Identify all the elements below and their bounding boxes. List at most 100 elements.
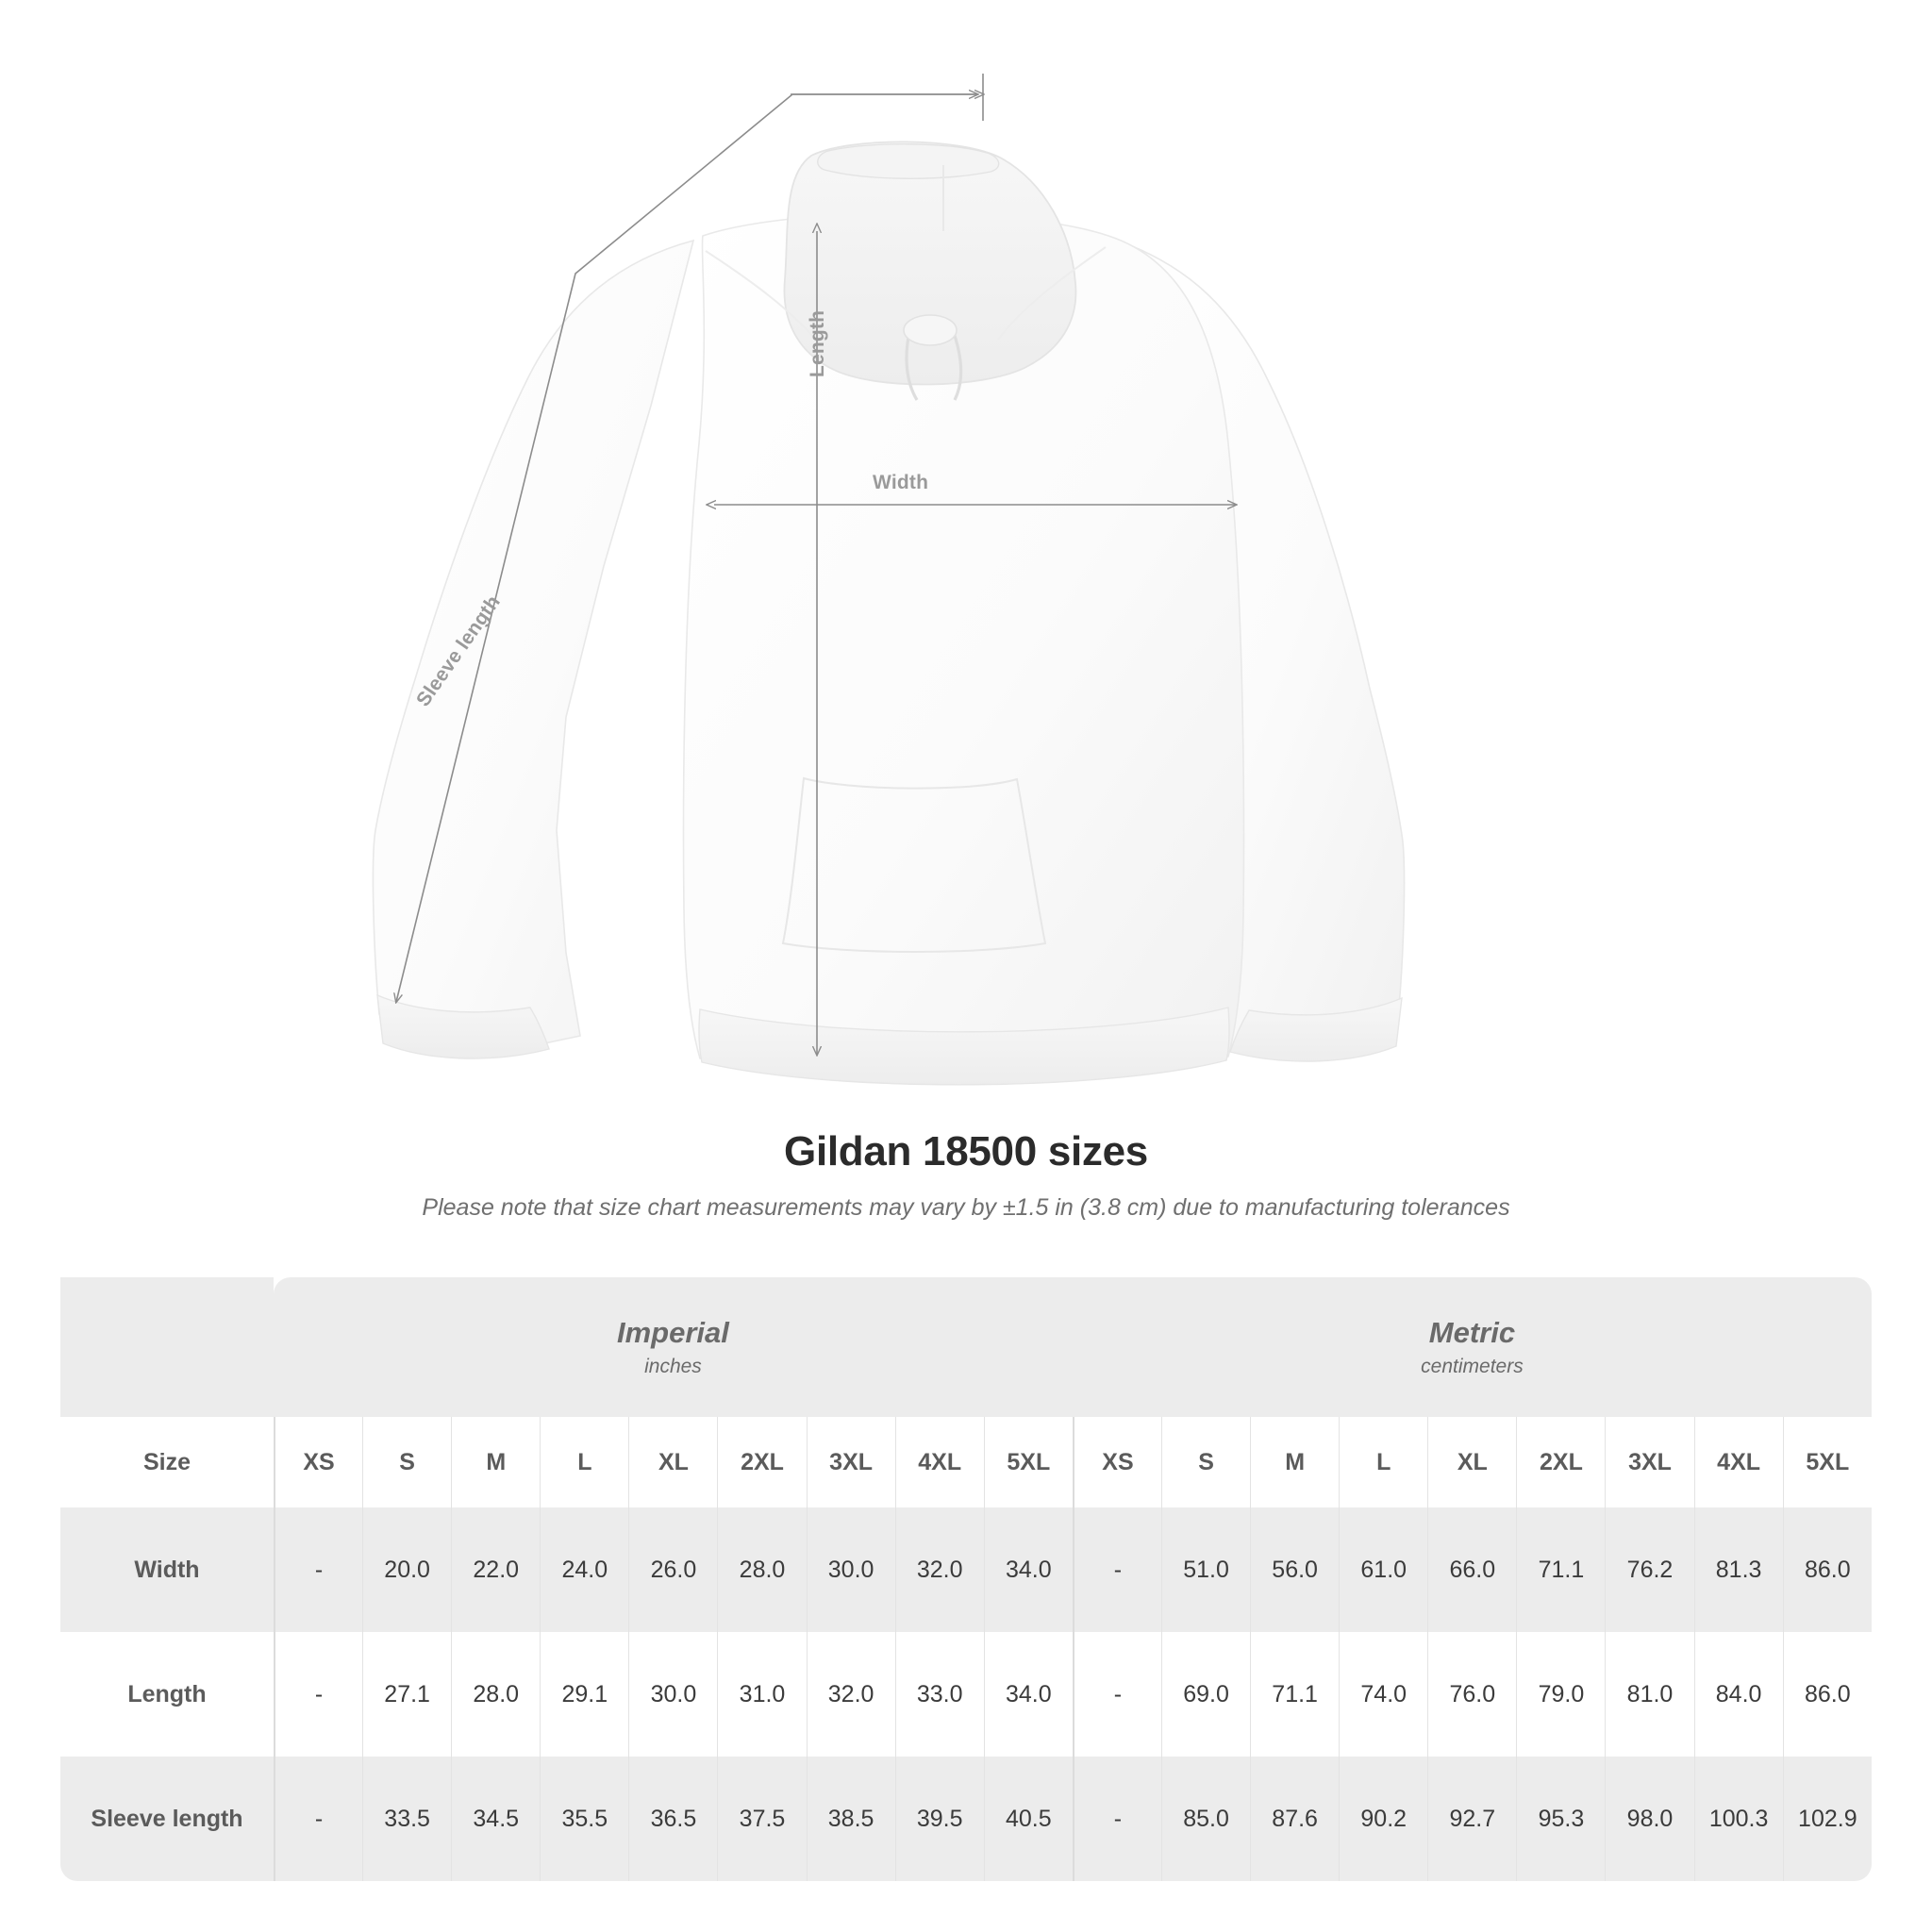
size-header-metric-l: L — [1339, 1417, 1428, 1507]
page-title: Gildan 18500 sizes — [784, 1128, 1148, 1174]
cell-length-metric-xs: - — [1072, 1632, 1161, 1757]
cell-sleeve-length-imperial-2xl: 37.5 — [717, 1757, 807, 1881]
size-table-container: Imperial inches Metric centimeters Size XS S M L… — [60, 1277, 1872, 1881]
unit-system-name: Metric — [1428, 1316, 1516, 1350]
row-label-sleeve-length: Sleeve length — [60, 1757, 274, 1881]
unit-system-subtitle: centimeters — [1421, 1355, 1524, 1377]
cell-length-imperial-xs: - — [274, 1632, 363, 1757]
cell-width-imperial-m: 22.0 — [451, 1507, 541, 1632]
size-header-metric-m: M — [1250, 1417, 1340, 1507]
cell-width-imperial-s: 20.0 — [362, 1507, 452, 1632]
cell-sleeve-length-imperial-m: 34.5 — [451, 1757, 541, 1881]
size-header-imperial-5xl: 5XL — [983, 1417, 1073, 1507]
cell-width-imperial-5xl: 34.0 — [983, 1507, 1073, 1632]
cell-length-metric-5xl: 86.0 — [1782, 1632, 1872, 1757]
cell-length-metric-xl: 76.0 — [1427, 1632, 1517, 1757]
cell-width-metric-5xl: 86.0 — [1782, 1507, 1872, 1632]
table-row: Width -20.0 22.0 24.0 26.0 28.0 30.0 32.0 34.0-5… — [60, 1507, 1872, 1632]
table-row: Sleeve length -33.5 34.5 35.5 36.5 37.5 38.5 39… — [60, 1757, 1872, 1881]
cell-width-metric-m: 56.0 — [1250, 1507, 1340, 1632]
cell-length-imperial-xl: 30.0 — [628, 1632, 718, 1757]
cell-width-imperial-xs: - — [274, 1507, 363, 1632]
cell-sleeve-length-metric-s: 85.0 — [1161, 1757, 1251, 1881]
row-label-width: Width — [60, 1507, 274, 1632]
cell-width-metric-3xl: 76.2 — [1605, 1507, 1694, 1632]
width-label: Width — [873, 472, 929, 493]
cell-width-imperial-l: 24.0 — [540, 1507, 629, 1632]
cell-width-metric-xs: - — [1072, 1507, 1161, 1632]
cell-width-imperial-4xl: 32.0 — [894, 1507, 984, 1632]
cell-sleeve-length-imperial-xs: - — [274, 1757, 363, 1881]
table-row: Length -27.1 28.0 29.1 30.0 31.0 32.0 33.0 34.0-… — [60, 1632, 1872, 1757]
unit-system-row: Imperial inches Metric centimeters — [60, 1277, 1872, 1417]
measurement-lines — [396, 74, 1236, 1055]
size-header-imperial-l: L — [540, 1417, 629, 1507]
cell-sleeve-length-metric-l: 90.2 — [1339, 1757, 1428, 1881]
cell-length-imperial-5xl: 34.0 — [983, 1632, 1073, 1757]
cell-length-imperial-3xl: 32.0 — [806, 1632, 895, 1757]
cell-width-metric-2xl: 71.1 — [1516, 1507, 1606, 1632]
unit-system-subtitle: inches — [644, 1355, 702, 1377]
size-header-metric-4xl: 4XL — [1693, 1417, 1783, 1507]
title-block: Gildan 18500 sizes Please note that size… — [0, 1128, 1932, 1222]
hoodie-illustration — [372, 74, 1406, 1086]
cell-sleeve-length-metric-4xl: 100.3 — [1693, 1757, 1783, 1881]
size-header-imperial-3xl: 3XL — [806, 1417, 895, 1507]
size-header-imperial-m: M — [451, 1417, 541, 1507]
size-table: Imperial inches Metric centimeters Size XS S M L… — [60, 1277, 1872, 1881]
unit-system-imperial: Imperial inches — [274, 1277, 1073, 1417]
cell-length-metric-l: 74.0 — [1339, 1632, 1428, 1757]
size-header-metric-5xl: 5XL — [1782, 1417, 1872, 1507]
hoodie-body — [372, 141, 1406, 1086]
size-header-metric-s: S — [1161, 1417, 1251, 1507]
tolerance-note: Please note that size chart measurements… — [422, 1194, 1510, 1221]
cell-width-metric-xl: 66.0 — [1427, 1507, 1517, 1632]
cell-length-metric-2xl: 79.0 — [1516, 1632, 1606, 1757]
cell-length-metric-4xl: 84.0 — [1693, 1632, 1783, 1757]
unit-system-metric: Metric centimeters — [1072, 1277, 1872, 1417]
cell-sleeve-length-imperial-4xl: 39.5 — [894, 1757, 984, 1881]
cell-sleeve-length-imperial-l: 35.5 — [540, 1757, 629, 1881]
cell-width-imperial-3xl: 30.0 — [806, 1507, 895, 1632]
unit-system-name: Imperial — [617, 1316, 729, 1350]
size-header-imperial-4xl: 4XL — [894, 1417, 984, 1507]
size-header-label: Size — [60, 1417, 274, 1507]
size-header-imperial-xs: XS — [274, 1417, 363, 1507]
cell-length-imperial-s: 27.1 — [362, 1632, 452, 1757]
size-header-metric-3xl: 3XL — [1605, 1417, 1694, 1507]
garment-measurement-diagram: Length Width Sleeve length — [372, 74, 1406, 1086]
cell-length-imperial-4xl: 33.0 — [894, 1632, 984, 1757]
unit-row-spacer — [60, 1277, 274, 1417]
size-header-metric-xl: XL — [1427, 1417, 1517, 1507]
cell-width-metric-s: 51.0 — [1161, 1507, 1251, 1632]
cell-length-metric-3xl: 81.0 — [1605, 1632, 1694, 1757]
cell-sleeve-length-imperial-xl: 36.5 — [628, 1757, 718, 1881]
cell-sleeve-length-imperial-3xl: 38.5 — [806, 1757, 895, 1881]
cell-width-metric-l: 61.0 — [1339, 1507, 1428, 1632]
size-header-metric-2xl: 2XL — [1516, 1417, 1606, 1507]
cell-length-imperial-2xl: 31.0 — [717, 1632, 807, 1757]
size-header-imperial-xl: XL — [628, 1417, 718, 1507]
cell-sleeve-length-metric-m: 87.6 — [1250, 1757, 1340, 1881]
size-header-metric-xs: XS — [1072, 1417, 1161, 1507]
length-label: Length — [807, 309, 828, 377]
size-header-row: Size XS S M L XL 2XL 3XL 4XL 5XL XS S M L XL 2XL 3XL 4XL 5… — [60, 1417, 1872, 1507]
cell-length-metric-m: 71.1 — [1250, 1632, 1340, 1757]
cell-length-imperial-l: 29.1 — [540, 1632, 629, 1757]
cell-sleeve-length-metric-3xl: 98.0 — [1605, 1757, 1694, 1881]
cell-width-imperial-xl: 26.0 — [628, 1507, 718, 1632]
row-label-length: Length — [60, 1632, 274, 1757]
cell-width-imperial-2xl: 28.0 — [717, 1507, 807, 1632]
cell-sleeve-length-metric-5xl: 102.9 — [1782, 1757, 1872, 1881]
size-header-imperial-s: S — [362, 1417, 452, 1507]
cell-length-metric-s: 69.0 — [1161, 1632, 1251, 1757]
cell-sleeve-length-metric-xl: 92.7 — [1427, 1757, 1517, 1881]
cell-width-metric-4xl: 81.3 — [1693, 1507, 1783, 1632]
cell-sleeve-length-metric-2xl: 95.3 — [1516, 1757, 1606, 1881]
cell-length-imperial-m: 28.0 — [451, 1632, 541, 1757]
cell-sleeve-length-metric-xs: - — [1072, 1757, 1161, 1881]
size-header-imperial-2xl: 2XL — [717, 1417, 807, 1507]
size-table-body: Imperial inches Metric centimeters Size XS S M L… — [60, 1277, 1872, 1881]
cell-sleeve-length-imperial-5xl: 40.5 — [983, 1757, 1073, 1881]
